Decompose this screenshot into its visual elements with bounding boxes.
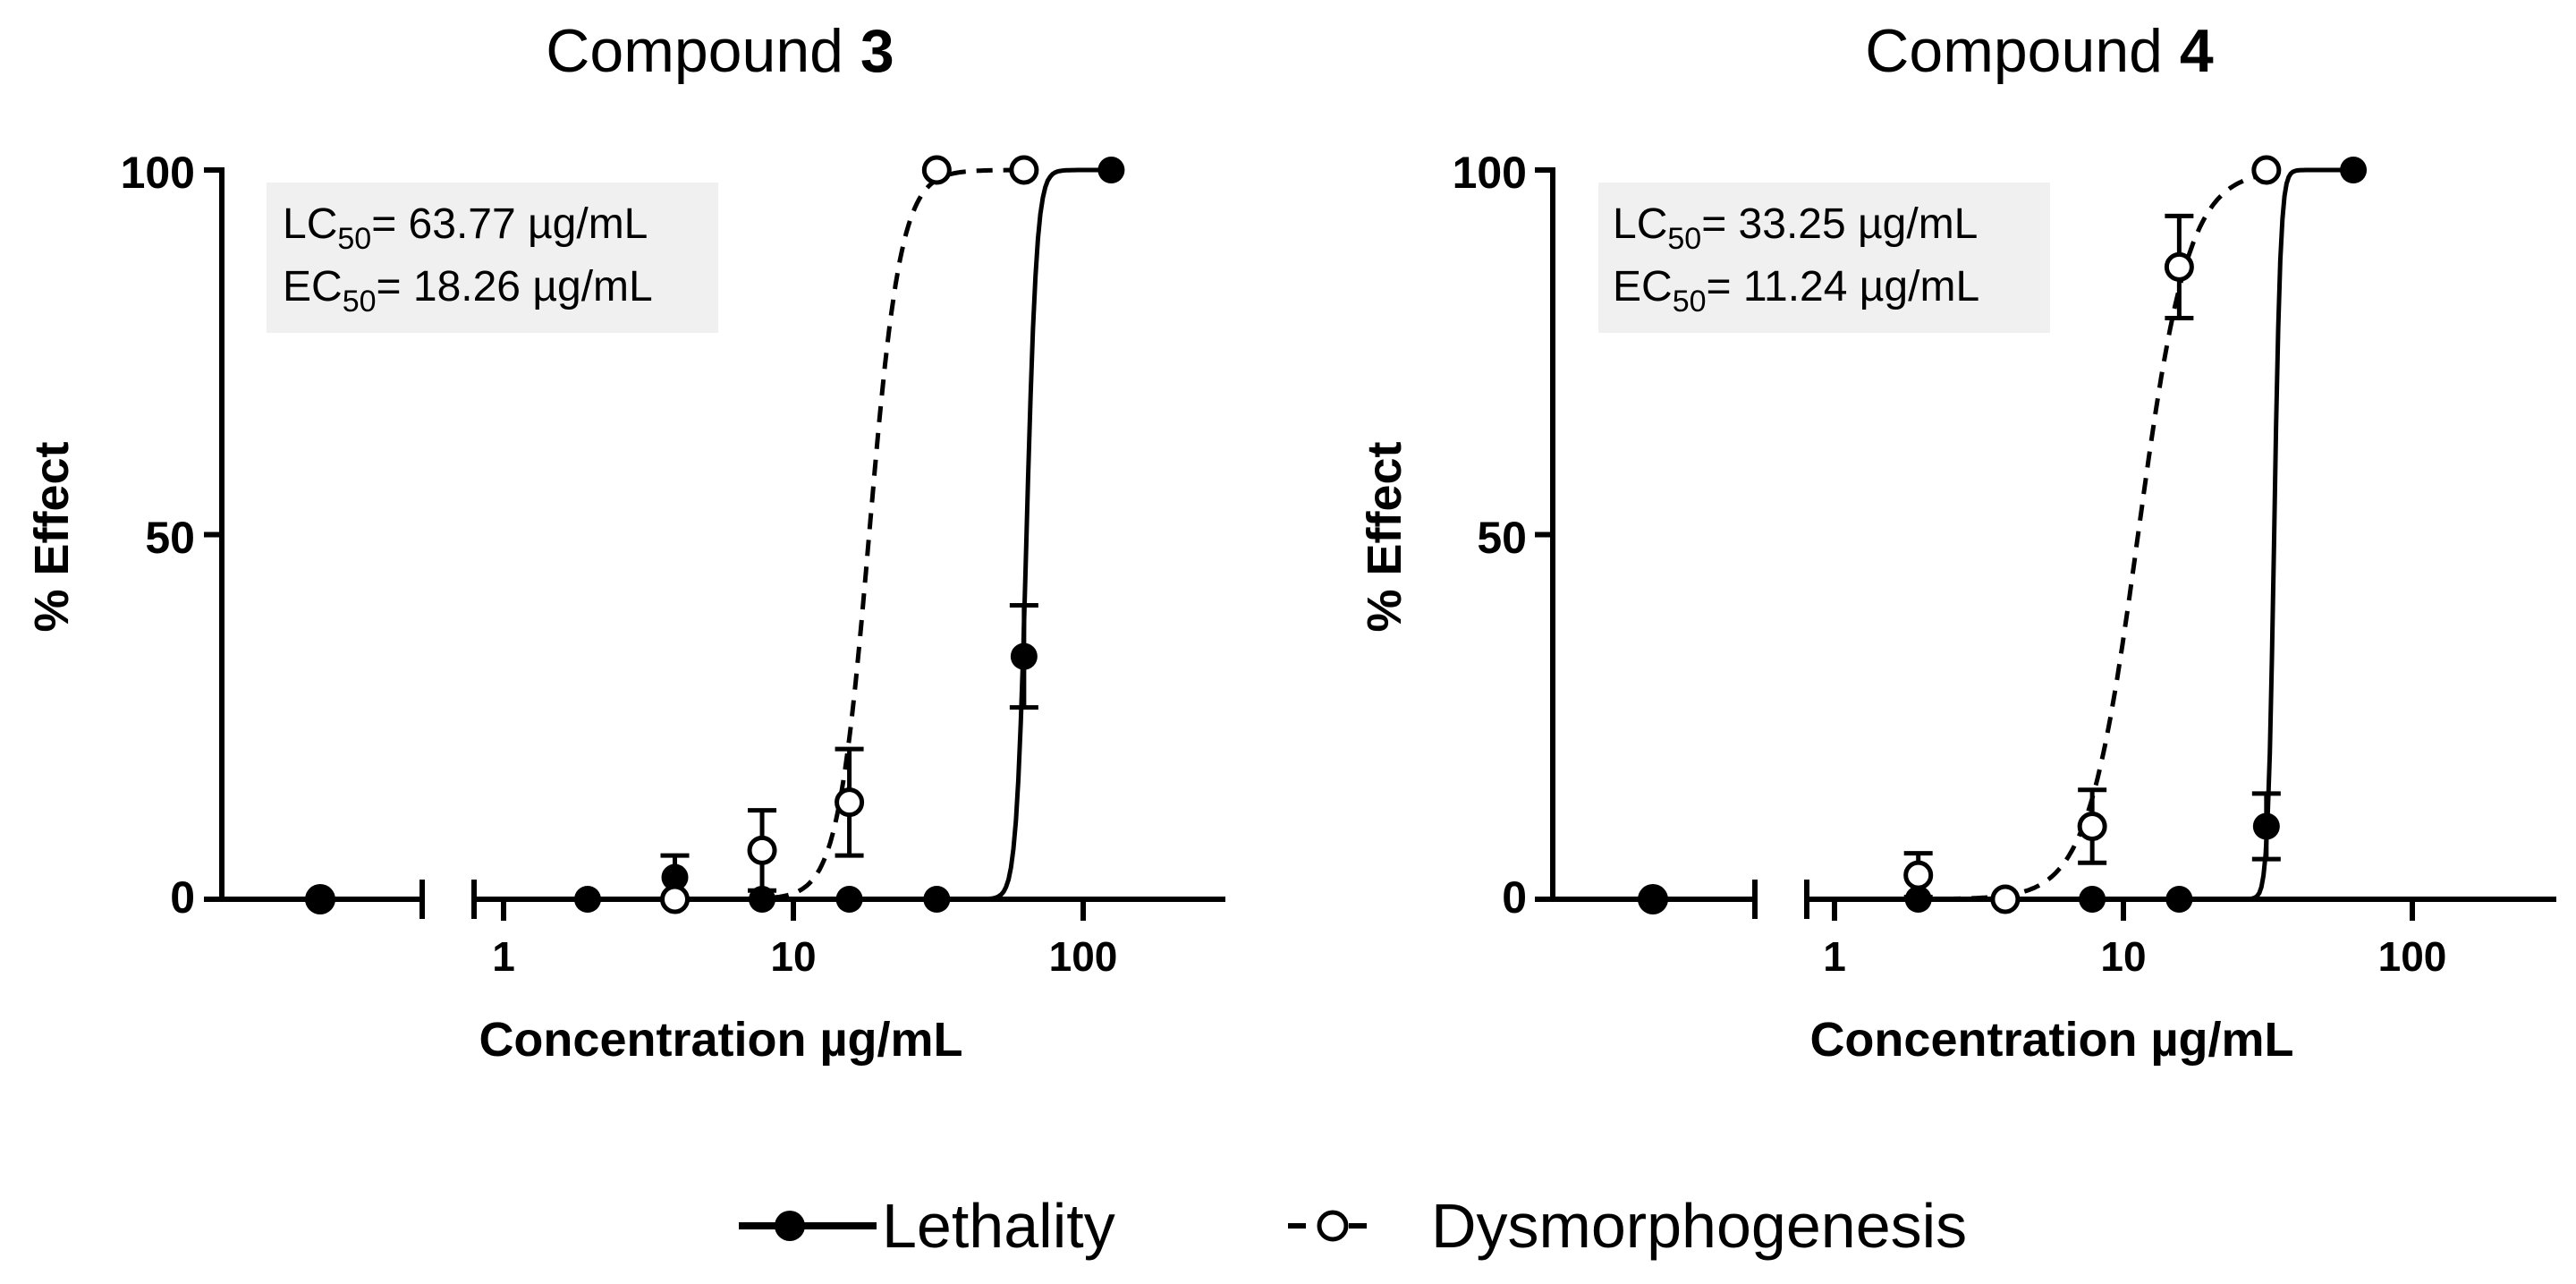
chart-panel-compound-4: Compound 4 LC50= 33.25 µg/mL EC50= 11.24… — [1358, 17, 2556, 1067]
y-tick-label: 0 — [170, 872, 195, 923]
lethality-point — [2079, 886, 2106, 913]
x-tick-label: 1 — [1823, 933, 1846, 980]
lethality-point — [1097, 157, 1125, 183]
annotation-box — [267, 183, 718, 333]
y-tick-label: 50 — [145, 513, 195, 563]
y-tick-label: 0 — [1502, 872, 1527, 923]
x-tick-label: 10 — [770, 933, 816, 980]
lethality-control-point — [305, 884, 335, 914]
dysmorphogenesis-fit-curve — [1810, 171, 2269, 902]
y-tick-label: 100 — [121, 148, 195, 198]
legend: Lethality Dysmorphogenesis — [739, 1191, 1967, 1261]
x-axis-label: Concentration µg/mL — [479, 1013, 962, 1067]
y-axis-label: % Effect — [25, 441, 79, 632]
lethality-point — [835, 886, 863, 913]
legend-marker-open — [1317, 1210, 1349, 1242]
chart-panel-compound-3: Compound 3 LC50= 63.77 µg/mL EC50= 18.26… — [25, 17, 1225, 1067]
dysmorphogenesis-point — [2164, 251, 2194, 282]
legend-item-lethality: Lethality — [739, 1191, 1115, 1261]
lc50-annotation: LC50= 63.77 µg/mL — [283, 200, 648, 256]
lethality-control-point — [1638, 884, 1668, 914]
dysmorphogenesis-point — [747, 835, 777, 865]
y-tick-label: 100 — [1453, 148, 1527, 198]
chart-title: Compound 4 — [1865, 17, 2214, 85]
ec50-annotation: EC50= 18.26 µg/mL — [283, 263, 653, 319]
chart-title: Compound 3 — [546, 17, 894, 85]
dysmorphogenesis-point — [660, 884, 691, 914]
x-tick-label: 10 — [2100, 933, 2146, 980]
lethality-point — [2252, 812, 2280, 840]
x-tick-label: 100 — [1049, 933, 1118, 980]
ec50-annotation: EC50= 11.24 µg/mL — [1613, 263, 1979, 319]
lethality-point — [1010, 642, 1038, 670]
legend-marker-filled — [775, 1211, 805, 1241]
dysmorphogenesis-point — [1903, 860, 1934, 890]
y-tick-label: 50 — [1477, 513, 1527, 563]
legend-label: Dysmorphogenesis — [1431, 1191, 1967, 1261]
x-tick-label: 100 — [2378, 933, 2447, 980]
legend-label: Lethality — [882, 1191, 1115, 1261]
dysmorphogenesis-point — [2077, 812, 2107, 841]
lethality-point — [661, 863, 689, 891]
legend-item-dysmorphogenesis: Dysmorphogenesis — [1288, 1191, 1967, 1261]
dysmorphogenesis-point — [835, 787, 865, 818]
lethality-point — [573, 886, 601, 913]
dysmorphogenesis-point — [921, 155, 952, 185]
lethality-point — [2165, 886, 2193, 913]
x-axis-label: Concentration µg/mL — [1809, 1013, 2293, 1067]
dysmorphogenesis-point — [1990, 884, 2021, 914]
lc50-annotation: LC50= 33.25 µg/mL — [1613, 200, 1978, 256]
x-tick-label: 1 — [492, 933, 515, 980]
lethality-point — [2340, 157, 2368, 183]
y-axis-label: % Effect — [1358, 441, 1411, 632]
annotation-box — [1598, 183, 2050, 333]
dysmorphogenesis-point — [2251, 155, 2282, 185]
dysmorphogenesis-point — [1009, 155, 1039, 185]
lethality-point — [923, 886, 951, 913]
